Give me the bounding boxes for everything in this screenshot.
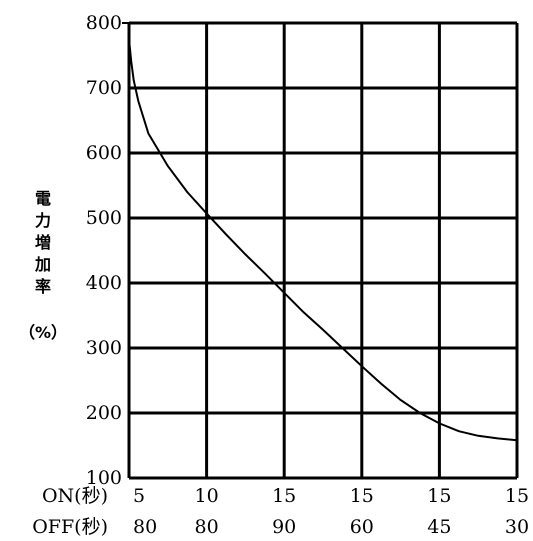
- x-tick-label: 45: [427, 516, 451, 538]
- y-tick-label: 200: [86, 402, 122, 424]
- x-tick-label: 15: [272, 485, 296, 507]
- y-tick-label: 500: [86, 207, 122, 229]
- y-axis-label-char: 力: [35, 211, 51, 230]
- y-axis-label-char: 率: [35, 277, 51, 296]
- y-axis-label-char: 電: [35, 189, 51, 208]
- x-tick-label: 15: [350, 485, 374, 507]
- y-tick-labels: 100 200 300 400 500 600 700 800: [86, 12, 122, 489]
- y-axis-label-char: 増: [35, 233, 51, 252]
- y-tick-label: 100: [86, 467, 122, 489]
- y-tick-label: 700: [86, 77, 122, 99]
- x-tick-label: 15: [505, 485, 529, 507]
- x-tick-label: 90: [272, 516, 296, 538]
- x-tick-labels: ON(秒) 5 10 15 15 15 15 OFF(秒) 80 80 90 60 45 30: [32, 485, 529, 538]
- grid: [122, 21, 519, 480]
- x-tick-label: 80: [133, 516, 157, 538]
- y-axis-label-char: 加: [34, 255, 51, 274]
- y-axis-unit: （%）: [19, 323, 67, 342]
- y-tick-label: 300: [86, 337, 122, 359]
- x-tick-label: 60: [350, 516, 374, 538]
- x-tick-label: 30: [505, 516, 529, 538]
- y-tick-label: 800: [86, 12, 122, 34]
- y-tick-label: 400: [86, 272, 122, 294]
- y-tick-label: 600: [86, 142, 122, 164]
- x-row-label: OFF(秒): [32, 516, 108, 538]
- x-tick-label: 15: [427, 485, 451, 507]
- x-tick-label: 80: [195, 516, 219, 538]
- x-tick-label: 5: [133, 485, 145, 507]
- series-line: [128, 39, 518, 442]
- x-tick-label: 10: [195, 485, 219, 507]
- x-row-label: ON(秒): [42, 485, 108, 507]
